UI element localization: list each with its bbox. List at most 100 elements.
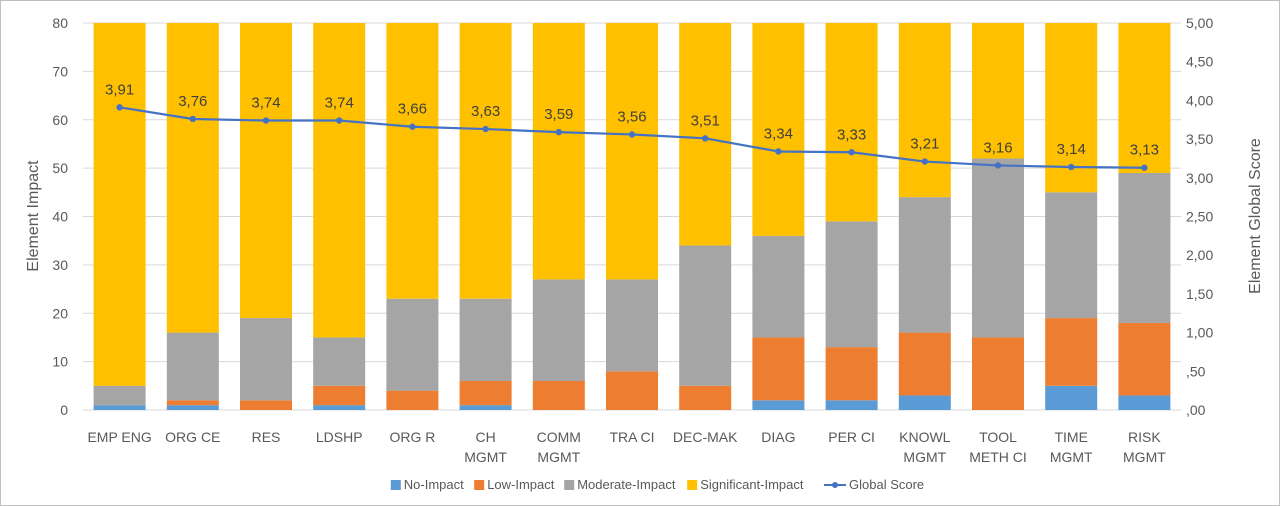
primary-axis-title: Element Impact [25,160,42,272]
bar-significant-impact [825,23,878,222]
category-axis-labels: EMP ENG ORG CE RES LDSHP ORG R CH MGMT COMM MGMT… [87,429,1166,465]
bar-low-impact [240,400,292,410]
global-score-point [848,149,855,156]
y2-tick-label: 1,00 [1186,325,1213,341]
bar-no-impact [459,405,512,410]
bar-low-impact [972,337,1024,410]
category-label: DIAG [761,429,795,445]
legend-label: Significant-Impact [700,477,804,492]
secondary-axis-title: Element Global Score [1247,138,1264,294]
bar-moderate-impact [1118,172,1171,323]
category-label: ORG CE [165,429,220,445]
y2-tick-label: 4,00 [1186,92,1213,108]
legend-swatch [474,480,485,490]
primary-axis-ticks: 0 10 20 30 40 50 60 70 80 [52,15,68,418]
bar-low-impact [459,380,512,406]
global-score-point [994,162,1002,169]
y-tick-label: 40 [52,209,68,225]
y2-tick-label: ,50 [1186,363,1206,379]
bar-moderate-impact [752,235,805,338]
bar-moderate-impact [313,337,366,386]
bar-significant-impact [606,23,658,280]
category-label: METH CI [969,449,1027,465]
bar-moderate-impact [898,197,951,333]
bar-significant-impact [386,23,439,299]
bar-significant-impact [972,23,1024,159]
bar-low-impact [752,337,805,401]
bar-moderate-impact [166,332,219,401]
global-score-label: 3,66 [398,101,427,118]
global-score-label: 3,51 [691,112,720,129]
global-score-point [921,158,928,165]
bar-no-impact [93,405,146,410]
legend: No-Impact Low-Impact Moderate-Impact Signif… [390,477,924,492]
global-score-label: 3,56 [617,108,646,125]
global-score-label: 3,34 [764,125,793,142]
bar-low-impact [386,390,439,410]
global-score-point [336,117,343,124]
bar-low-impact [1045,318,1098,386]
global-score-label: 3,76 [178,93,207,110]
bar-significant-impact [532,23,585,280]
global-score-label: 3,21 [910,136,939,153]
legend-label: Moderate-Impact [577,477,676,492]
bar-significant-impact [313,23,366,338]
global-score-label: 3,74 [251,95,280,112]
y2-tick-label: 2,00 [1186,247,1213,263]
bar-low-impact [532,380,585,410]
global-score-point [482,125,489,133]
global-score-label: 3,33 [837,126,866,143]
legend-label: Global Score [849,477,924,492]
bar-significant-impact [898,23,951,198]
category-label: TIME [1054,429,1087,445]
legend-swatch [687,480,698,490]
bar-no-impact [752,400,805,410]
bar-no-impact [898,395,951,410]
category-label: TRA CI [609,429,654,445]
y2-tick-label: 2,50 [1186,209,1213,225]
bar-significant-impact [166,23,219,333]
bar-significant-impact [752,23,805,236]
category-label: EMP ENG [87,429,151,445]
bar-moderate-impact [459,298,512,381]
bar-low-impact [679,385,732,410]
bar-significant-impact [240,23,292,319]
bar-significant-impact [459,23,512,299]
bar-moderate-impact [1045,192,1098,319]
bar-moderate-impact [240,318,292,401]
bar-moderate-impact [386,298,439,391]
bar-moderate-impact [606,279,658,372]
bar-no-impact [313,405,366,410]
legend-marker [832,482,838,488]
bar-significant-impact [93,23,146,386]
legend-swatch [564,480,575,490]
y-tick-label: 20 [52,305,68,321]
global-score-point [1141,164,1148,171]
y2-tick-label: 4,50 [1186,54,1213,70]
bar-low-impact [166,400,219,406]
secondary-axis-ticks: ,00 ,50 1,00 1,50 2,00 2,50 3,00 3,50 4,00 4,50 5,… [1186,15,1213,418]
category-label: ORG R [389,429,435,445]
global-score-line: 3,91 3,76 3,74 3,74 3,66 3,63 3,59 3,56 3,51 3,34… [105,81,1159,171]
legend-swatch [390,480,401,490]
category-label: MGMT [1050,449,1093,465]
global-score-point [116,104,123,111]
legend-label: Low-Impact [487,477,555,492]
bar-moderate-impact [532,279,585,381]
global-score-point [1068,163,1075,171]
stacked-bars [93,23,1171,410]
bar-no-impact [1118,395,1171,410]
global-score-label: 3,63 [471,103,500,120]
y-tick-label: 30 [52,257,68,273]
category-label: RES [252,429,281,445]
global-score-label: 3,59 [544,106,573,123]
legend-label: No-Impact [404,477,464,492]
global-score-label: 3,16 [983,139,1012,156]
y-tick-label: 10 [52,354,68,370]
bar-low-impact [606,371,658,410]
y2-tick-label: 3,00 [1186,170,1213,186]
bar-low-impact [825,347,878,401]
bar-no-impact [166,405,219,410]
category-label: MGMT [537,449,580,465]
